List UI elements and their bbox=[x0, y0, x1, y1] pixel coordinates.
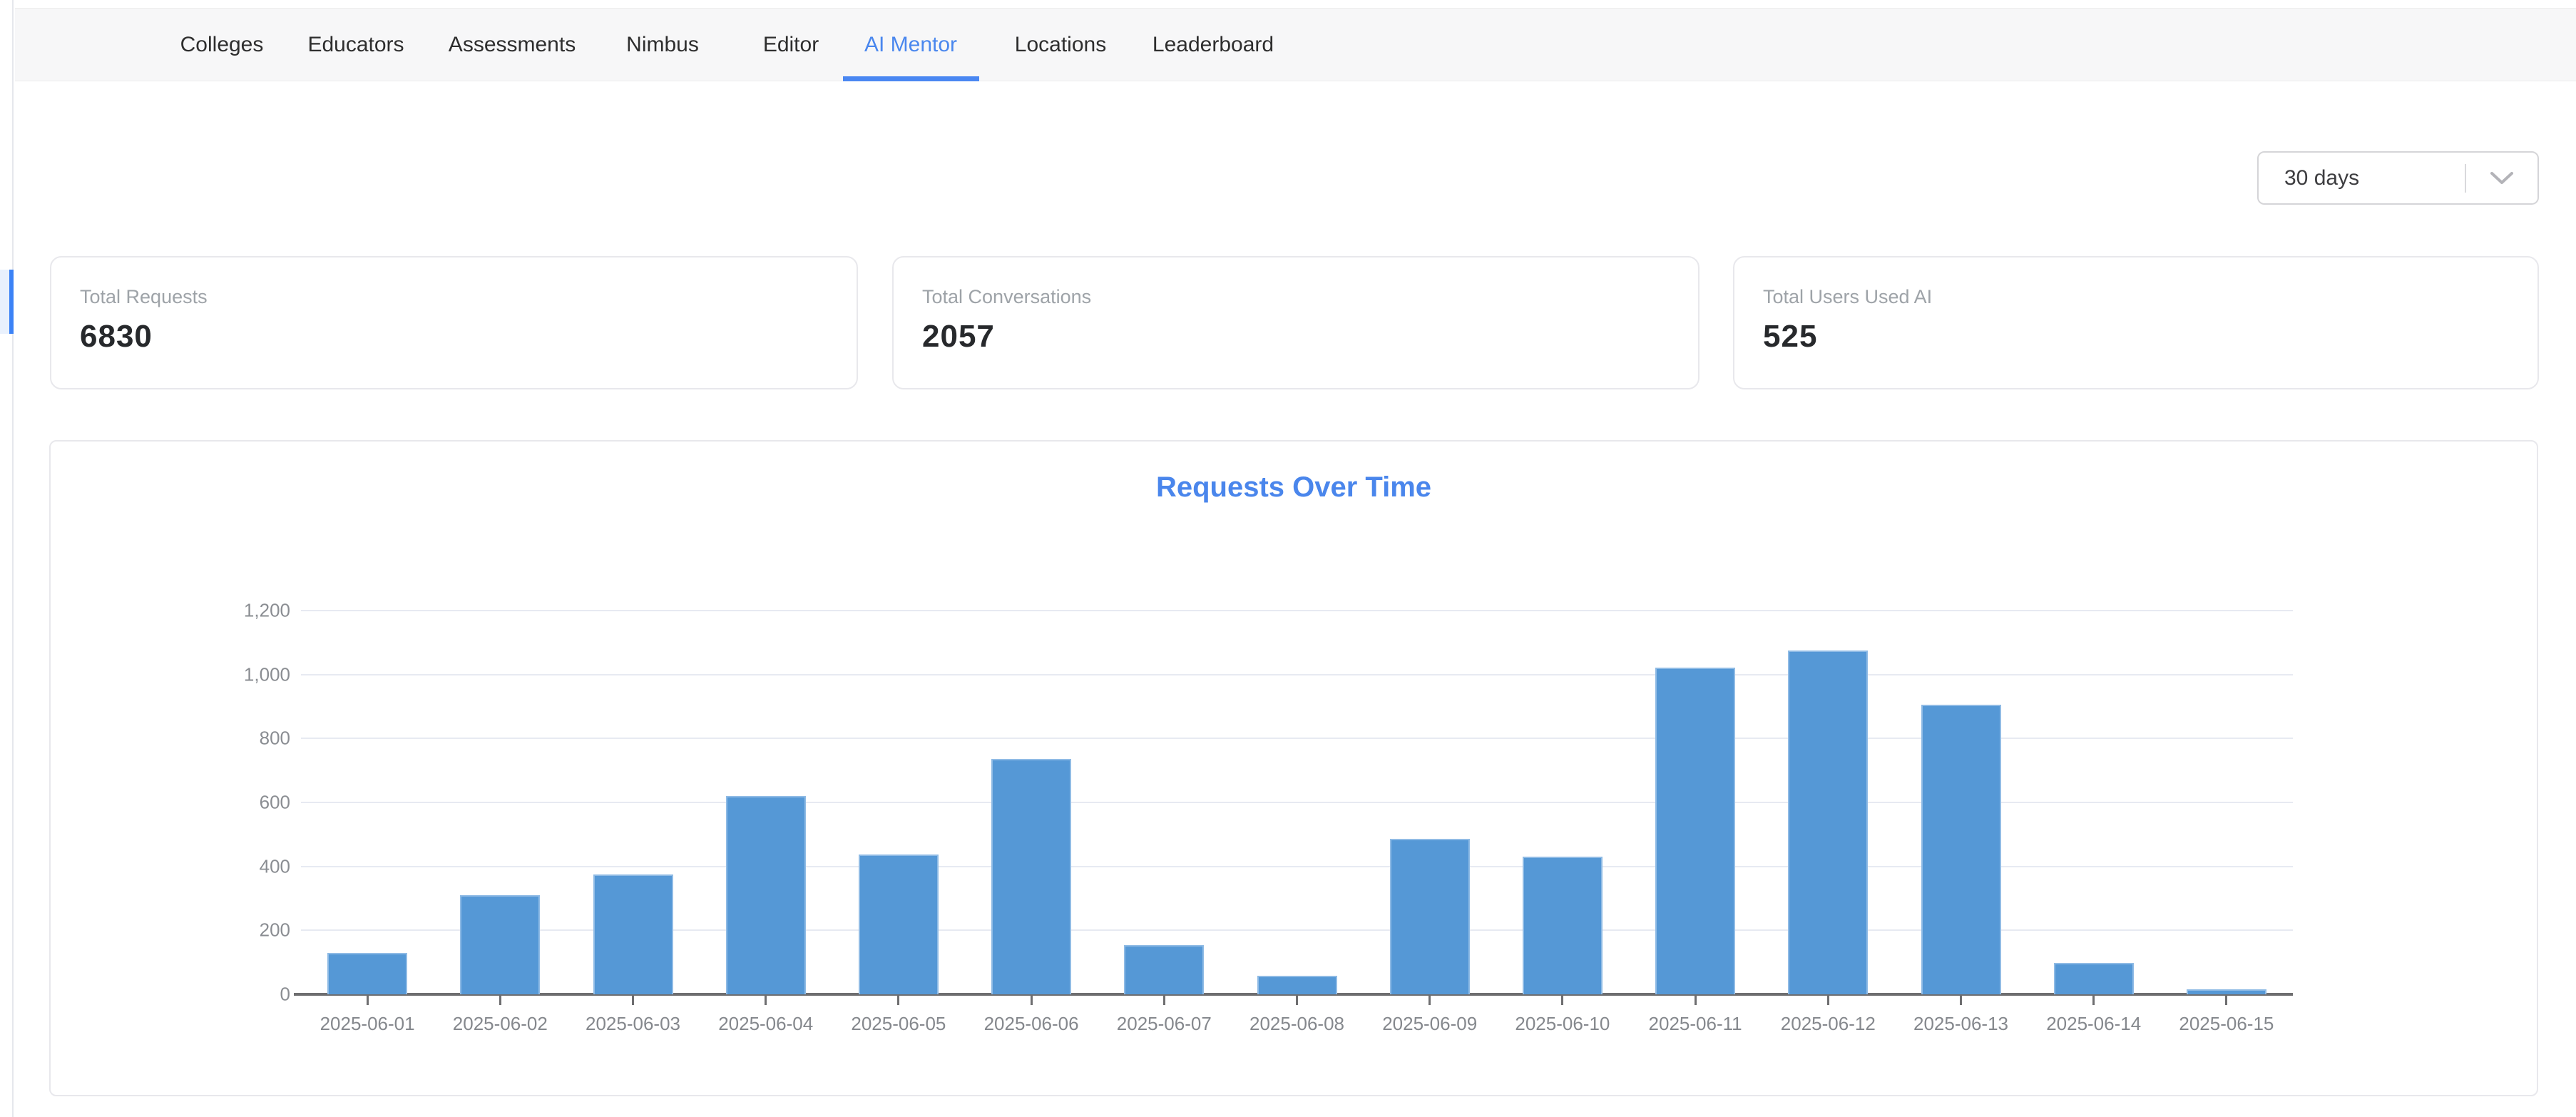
gridline bbox=[301, 802, 2293, 803]
x-axis-tick bbox=[1428, 996, 1431, 1005]
x-axis-tick-label: 2025-06-06 bbox=[983, 1013, 1079, 1034]
x-axis-tick-label: 2025-06-04 bbox=[718, 1013, 814, 1034]
x-axis-tick-label: 2025-06-12 bbox=[1780, 1013, 1876, 1034]
x-axis-tick bbox=[765, 996, 767, 1005]
tab-ai-mentor[interactable]: AI Mentor bbox=[864, 32, 958, 56]
bar-2025-06-14[interactable] bbox=[2053, 963, 2134, 994]
stat-card-total-conversations: Total Conversations 2057 bbox=[892, 256, 1700, 389]
x-axis-tick bbox=[1162, 996, 1165, 1005]
sidebar-edge bbox=[0, 0, 14, 1117]
stat-value: 2057 bbox=[922, 319, 995, 354]
stat-card-total-requests: Total Requests 6830 bbox=[50, 256, 858, 389]
stat-label: Total Conversations bbox=[922, 286, 1092, 307]
bar-2025-06-13[interactable] bbox=[1921, 705, 2001, 994]
bar-2025-06-12[interactable] bbox=[1788, 650, 1869, 994]
bar-2025-06-11[interactable] bbox=[1655, 667, 1736, 994]
x-axis-tick-label: 2025-06-14 bbox=[2046, 1013, 2142, 1034]
bar-2025-06-10[interactable] bbox=[1522, 857, 1603, 994]
y-axis-tick-label: 0 bbox=[280, 983, 290, 1005]
bar-2025-06-04[interactable] bbox=[725, 796, 806, 994]
tab-nimbus[interactable]: Nimbus bbox=[626, 32, 699, 56]
y-axis-tick-label: 600 bbox=[259, 791, 290, 813]
bar-2025-06-15[interactable] bbox=[2186, 989, 2266, 994]
bar-2025-06-02[interactable] bbox=[460, 895, 541, 994]
x-axis-tick-label: 2025-06-08 bbox=[1249, 1013, 1344, 1034]
requests-chart-card: Requests Over Time 0 200 400 600 800 1,000 1,2… bbox=[49, 440, 2538, 1096]
tab-editor[interactable]: Editor bbox=[762, 32, 819, 56]
tab-leaderboard[interactable]: Leaderboard bbox=[1152, 32, 1274, 56]
x-axis-tick-label: 2025-06-05 bbox=[851, 1013, 946, 1034]
y-axis-tick-label: 1,000 bbox=[243, 663, 290, 685]
stat-value: 525 bbox=[1763, 319, 1818, 354]
x-axis-tick-label: 2025-06-02 bbox=[452, 1013, 548, 1034]
stat-value: 6830 bbox=[80, 319, 153, 354]
period-dropdown-value: 30 days bbox=[2284, 165, 2360, 190]
dropdown-divider bbox=[2465, 163, 2466, 193]
sidebar-active-item-highlight[interactable] bbox=[0, 270, 14, 334]
tab-locations[interactable]: Locations bbox=[1014, 32, 1107, 56]
tab-educators[interactable]: Educators bbox=[307, 32, 404, 56]
y-axis-tick-label: 1,200 bbox=[243, 599, 290, 621]
y-axis-tick-label: 400 bbox=[259, 855, 290, 877]
stat-card-total-users: Total Users Used AI 525 bbox=[1733, 256, 2539, 389]
x-axis-tick-label: 2025-06-13 bbox=[1913, 1013, 2008, 1034]
x-axis-tick-label: 2025-06-01 bbox=[320, 1013, 415, 1034]
chart-title: Requests Over Time bbox=[1155, 471, 1432, 503]
x-axis-tick bbox=[897, 996, 900, 1005]
gridline bbox=[301, 865, 2293, 867]
x-axis-tick bbox=[1030, 996, 1033, 1005]
x-axis-tick bbox=[1694, 996, 1697, 1005]
x-axis-tick bbox=[366, 996, 369, 1005]
y-axis-tick-label: 200 bbox=[259, 919, 290, 941]
x-axis-tick bbox=[632, 996, 634, 1005]
gridline bbox=[301, 929, 2293, 932]
gridline bbox=[301, 673, 2293, 675]
x-axis-tick bbox=[1826, 996, 1829, 1005]
bar-2025-06-01[interactable] bbox=[327, 952, 408, 994]
x-axis-tick bbox=[2092, 996, 2095, 1005]
x-axis-tick-label: 2025-06-15 bbox=[2179, 1013, 2274, 1034]
tab-assessments[interactable]: Assessments bbox=[448, 32, 576, 56]
x-axis-line bbox=[294, 993, 2293, 996]
x-axis-tick-label: 2025-06-07 bbox=[1116, 1013, 1212, 1034]
gridline bbox=[301, 610, 2293, 611]
top-nav: Colleges Educators Assessments Nimbus Ed… bbox=[15, 8, 2576, 81]
x-axis-tick-label: 2025-06-09 bbox=[1382, 1013, 1478, 1034]
gridline bbox=[301, 738, 2293, 740]
stat-label: Total Requests bbox=[80, 286, 208, 307]
stat-label: Total Users Used AI bbox=[1763, 286, 1933, 307]
x-axis-tick bbox=[1960, 996, 1962, 1005]
x-axis-tick-label: 2025-06-10 bbox=[1515, 1013, 1610, 1034]
x-axis-tick bbox=[1561, 996, 1564, 1005]
sidebar-active-indicator bbox=[9, 270, 14, 334]
bar-2025-06-06[interactable] bbox=[991, 759, 1072, 994]
bar-2025-06-09[interactable] bbox=[1389, 839, 1470, 994]
bar-2025-06-08[interactable] bbox=[1257, 975, 1337, 994]
y-axis-tick-label: 800 bbox=[259, 727, 290, 749]
x-axis-tick bbox=[499, 996, 501, 1005]
active-tab-underline bbox=[843, 76, 979, 81]
x-axis-tick bbox=[1296, 996, 1298, 1005]
tab-colleges[interactable]: Colleges bbox=[180, 32, 264, 56]
bar-2025-06-05[interactable] bbox=[858, 855, 939, 994]
x-axis-tick-label: 2025-06-11 bbox=[1648, 1013, 1742, 1034]
chevron-down-icon bbox=[2466, 170, 2537, 186]
bar-2025-06-07[interactable] bbox=[1124, 944, 1205, 994]
x-axis-tick-label: 2025-06-03 bbox=[586, 1013, 680, 1034]
period-dropdown[interactable]: 30 days bbox=[2257, 151, 2539, 205]
x-axis-tick bbox=[2225, 996, 2228, 1005]
bar-2025-06-03[interactable] bbox=[593, 874, 673, 994]
bar-chart-plot: 0 200 400 600 800 1,000 1,200 2025-06-01 2025-06… bbox=[51, 442, 2537, 1095]
